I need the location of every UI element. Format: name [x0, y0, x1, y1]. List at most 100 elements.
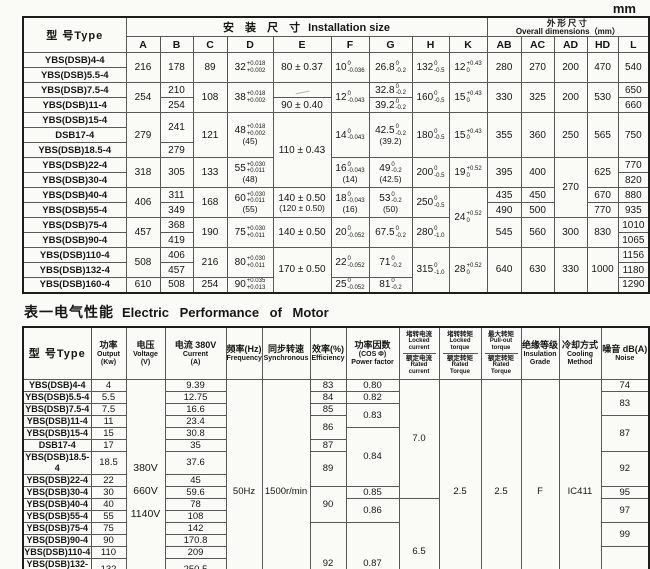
t1-cell: 32 +0.018 +0.002: [226, 52, 274, 83]
t2-header-cell-5: 同步转速 Synchronous: [261, 326, 311, 380]
t2-cell: 380V 660V 1140V: [125, 378, 166, 569]
t2-cell: 2.5: [438, 378, 482, 569]
tolerance-upper: 0: [391, 191, 395, 198]
tolerance-lower: -0.043: [347, 198, 365, 204]
installation-size-table: 型 号Type 安 装 尺 寸 Installation size 外形尺寸 Overa…: [22, 16, 650, 294]
frac-den-en: Rated current: [408, 361, 430, 375]
cell-note: (14): [342, 173, 358, 184]
cell-value: 625: [594, 167, 611, 178]
tolerance-limits: +0.030 +0.011: [247, 192, 266, 205]
cell-value: 770: [624, 159, 642, 171]
t1-cell: 349: [159, 202, 194, 218]
frac-numerator: 堵转电流 Locked current: [400, 331, 438, 352]
cell-value: 300: [562, 227, 579, 238]
t1-cell: 660: [617, 97, 650, 113]
t2-type-cell: YBS(DSB)110-4: [22, 545, 92, 559]
t1-type-cell: YBS(DSB)55-4: [22, 202, 127, 218]
t1-cell: 1180: [617, 262, 650, 278]
cell-value: 108: [187, 510, 204, 522]
header-line: (V): [140, 359, 151, 367]
cell-value: YBS(DSB)40-4: [42, 189, 108, 201]
t1-cell: 108: [192, 82, 228, 113]
t1-col-f: F: [330, 36, 370, 53]
cell-value: 209: [187, 546, 204, 558]
t2-cell: 142: [164, 521, 227, 535]
cell-value: 216: [134, 62, 152, 73]
t2-cell: 30: [90, 485, 127, 499]
performance-title-cn: 表一电气性能: [24, 304, 114, 320]
tolerance-value: 14 0 -0.043: [335, 129, 364, 142]
t1-cell: 311: [159, 187, 194, 203]
tolerance-value: 42.5 0 -0.2: [375, 124, 406, 137]
t2-header-cell-0: 型 号Type: [22, 326, 92, 380]
t1-cell: 250 0 -0.5: [411, 187, 450, 218]
t1-col-ac: AC: [520, 36, 555, 53]
cell-note: (120 ± 0.50): [279, 202, 325, 213]
tolerance-limits: 0 -0.2: [391, 279, 401, 292]
t2-type-cell: YBS(DSB)90-4: [22, 533, 92, 547]
t1-cell: 140 ± 0.50: [272, 217, 332, 248]
cell-value: 110: [100, 546, 117, 558]
t1-cell: 565: [586, 112, 619, 158]
t1-cell: 279: [125, 112, 161, 158]
tolerance-lower: 0: [466, 67, 470, 74]
t1-cell: 12 +0.43 0: [448, 52, 488, 83]
t2-type-cell: YBS(DSB)7.5-4: [22, 402, 92, 416]
cell-value: 254: [201, 279, 219, 291]
tolerance-lower: -0.5: [434, 97, 445, 104]
cell-value: 0.84: [363, 451, 382, 462]
tolerance-nominal: 19: [454, 167, 466, 178]
cell-value: YBS(DSB)40-4: [26, 498, 88, 509]
t1-overall-group-header: 外形尺寸 Overall dimensions（mm）: [486, 16, 650, 37]
t2-cell: 75: [90, 521, 127, 535]
t2-cell: 15: [90, 426, 127, 440]
t1-cell: 200: [553, 82, 588, 113]
t1-cell: 216: [125, 52, 161, 83]
t1-col-l: L: [617, 36, 650, 53]
cell-value: 11: [103, 415, 114, 427]
cell-line: 660V: [133, 485, 158, 497]
cell-value: 17: [103, 439, 114, 451]
cell-note: (45): [242, 136, 258, 146]
tolerance-limits: 0 -0.2: [391, 256, 401, 269]
tolerance-value: 48 +0.018 +0.002: [235, 124, 266, 137]
cell-value: 170.8: [183, 534, 208, 546]
t2-cell: 12.75: [164, 390, 227, 404]
t1-cell: 280: [486, 52, 522, 83]
t1-cell: 325: [520, 82, 555, 113]
t2-cell: 50Hz: [225, 378, 263, 569]
performance-table-title: 表一电气性能 Electric Performance of Motor: [24, 302, 329, 322]
tolerance-limits: +0.43 0: [466, 129, 481, 142]
tolerance-value: 71 0 -0.2: [379, 256, 401, 269]
header-line: 频率(Hz): [226, 344, 262, 355]
t1-cell: 178: [159, 52, 194, 83]
cell-value: YBS(DSB)7.5-4: [40, 84, 109, 96]
t2-cell: 0.86: [345, 497, 400, 523]
t2-cell: 9.39: [164, 378, 227, 392]
t2-type-cell: YBS(DSB)22-4: [22, 473, 92, 487]
tolerance-lower: +0.011: [246, 262, 265, 269]
cell-value: 178: [168, 62, 185, 73]
cell-line: 380V: [133, 462, 158, 474]
tolerance-nominal: 55: [234, 162, 246, 174]
cell-value: 140 ± 0.50: [278, 192, 326, 204]
tolerance-upper: +0.035: [246, 278, 266, 285]
tolerance-nominal: 28: [454, 264, 466, 276]
cell-value: 880: [624, 189, 642, 201]
tolerance-lower: -0.5: [434, 67, 445, 74]
cell-value: DSB17-4: [38, 439, 76, 450]
tolerance-value: 55 +0.030 +0.011: [235, 162, 266, 175]
frac-denominator: 额定电流 Rated current: [402, 352, 436, 376]
t2-header-cell-1: 功率 Output (Kw): [90, 326, 127, 380]
tolerance-upper: +0.43: [466, 128, 482, 135]
t2-type-cell: YBS(DSB)15-4: [22, 426, 92, 440]
cell-value: 0.82: [363, 391, 382, 403]
t1-type-cell: YBS(DSB)11-4: [22, 97, 127, 113]
tolerance-lower: -0.052: [347, 232, 365, 239]
t2-cell: 108: [164, 509, 227, 523]
t1-cell: 1156: [617, 247, 650, 263]
unit-label: mm: [612, 1, 636, 16]
cell-value: 170 ± 0.50: [278, 264, 326, 276]
frac-den-en: Rated Torque: [450, 361, 470, 375]
t1-type-cell: YBS(DSB)4-4: [22, 52, 127, 68]
